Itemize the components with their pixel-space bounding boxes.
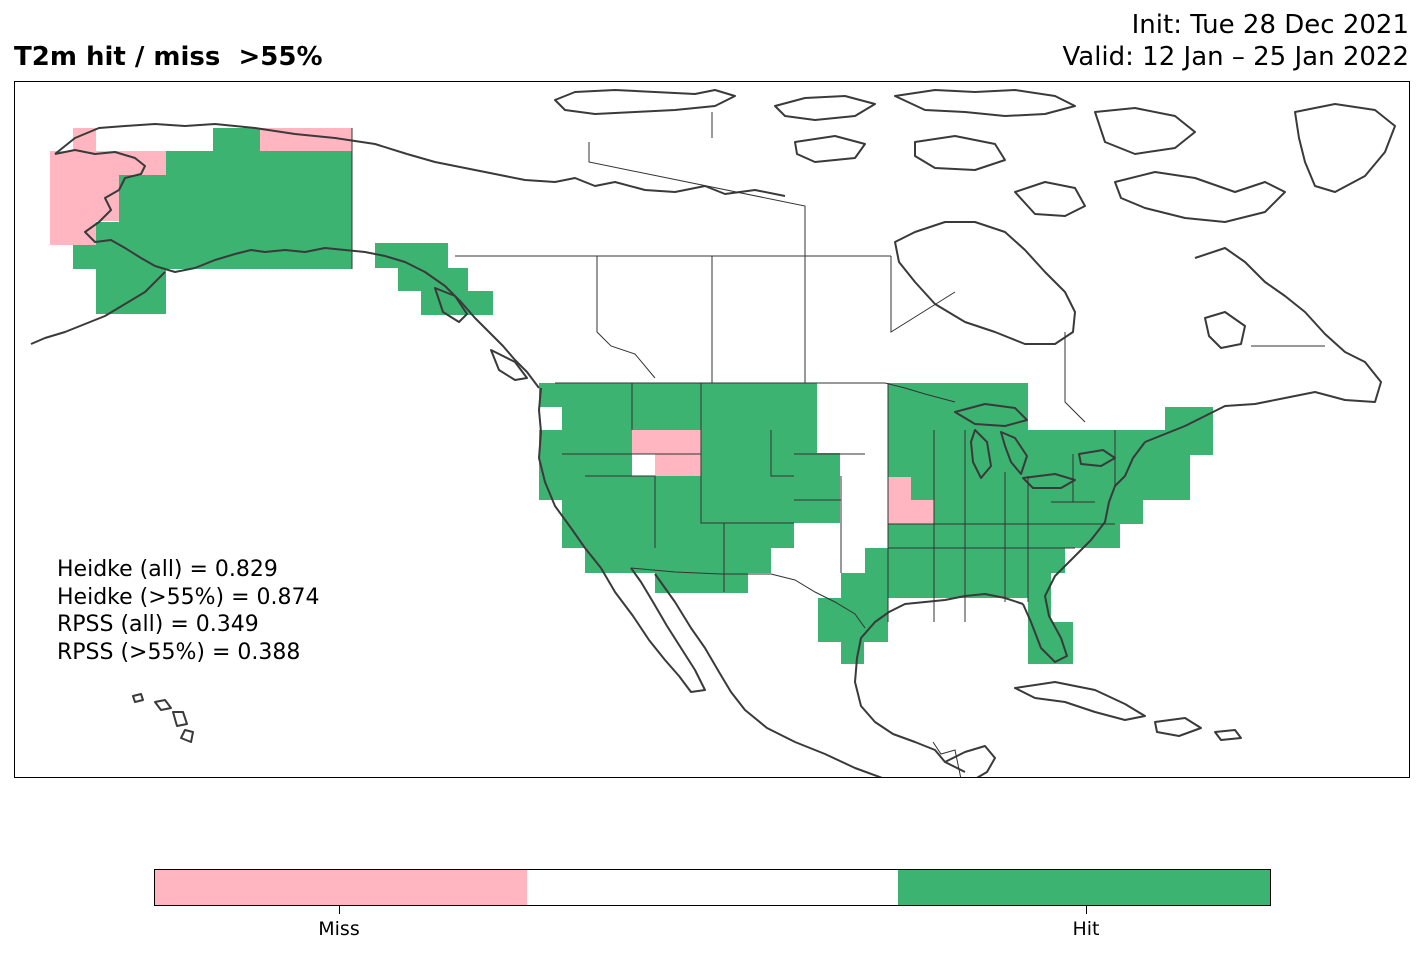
hit-cell (792, 383, 817, 407)
north-america-map (30, 89, 1396, 777)
hit-cell (398, 268, 468, 291)
map-title: T2m hit / miss >55% (14, 42, 323, 72)
hit-cell (792, 407, 817, 430)
hit-cell (213, 128, 260, 151)
hit-cell (96, 269, 166, 314)
hit-cell (585, 548, 771, 573)
colorbar-miss-segment (155, 870, 527, 905)
miss-cell (632, 430, 701, 454)
miss-cell (260, 128, 352, 151)
hit-cell (562, 383, 792, 430)
hit-cell (585, 523, 794, 548)
miss-cell (888, 477, 911, 500)
hit-cell (817, 453, 840, 476)
hit-cell (1165, 407, 1213, 431)
hit-cell (771, 476, 794, 500)
valid-period-label: Valid: 12 Jan – 25 Jan 2022 (1062, 42, 1410, 72)
colorbar-hit-segment (898, 870, 1271, 905)
hit-cell (119, 174, 166, 269)
heidke-55-score: Heidke (>55%) = 0.874 (57, 584, 320, 610)
colorbar (154, 869, 1271, 906)
hit-cell (1028, 430, 1073, 453)
hit-cell (1120, 500, 1143, 524)
colorbar-neutral-segment (526, 870, 899, 905)
hit-cell (421, 291, 493, 315)
hit-cell (655, 573, 748, 593)
rpss-all-score: RPSS (all) = 0.349 (57, 612, 259, 637)
political-borders (351, 112, 1325, 777)
hit-cell (841, 573, 1051, 598)
colorbar-miss-tick (339, 906, 340, 914)
miss-cell (73, 128, 96, 151)
miss-cell (50, 151, 166, 175)
hit-cell (539, 383, 562, 407)
colorbar-miss-label: Miss (318, 918, 360, 940)
hit-cell (888, 383, 1005, 407)
coastlines (30, 89, 1396, 777)
hit-cell (888, 524, 1120, 548)
miss-cell (50, 221, 96, 245)
hit-cell (934, 500, 1120, 524)
hit-cell (1005, 383, 1028, 407)
miss-cells (50, 128, 934, 524)
hit-cell (794, 454, 817, 476)
skill-scores: Heidke (all) = 0.829 Heidke (>55%) = 0.8… (57, 556, 320, 666)
colorbar-hit-label: Hit (1072, 918, 1100, 940)
map-panel (14, 81, 1410, 778)
hit-cell (375, 243, 448, 268)
miss-cell (655, 454, 701, 476)
miss-cell (888, 500, 934, 524)
miss-cell (50, 175, 119, 221)
init-date-label: Init: Tue 28 Dec 2021 (1131, 10, 1409, 40)
hit-cell (911, 477, 934, 500)
heidke-all-score: Heidke (all) = 0.829 (57, 557, 278, 582)
rpss-55-score: RPSS (>55%) = 0.388 (57, 639, 301, 665)
hit-cells-fill (771, 383, 1143, 524)
colorbar-hit-tick (1086, 906, 1087, 914)
hit-cell (1028, 598, 1051, 622)
